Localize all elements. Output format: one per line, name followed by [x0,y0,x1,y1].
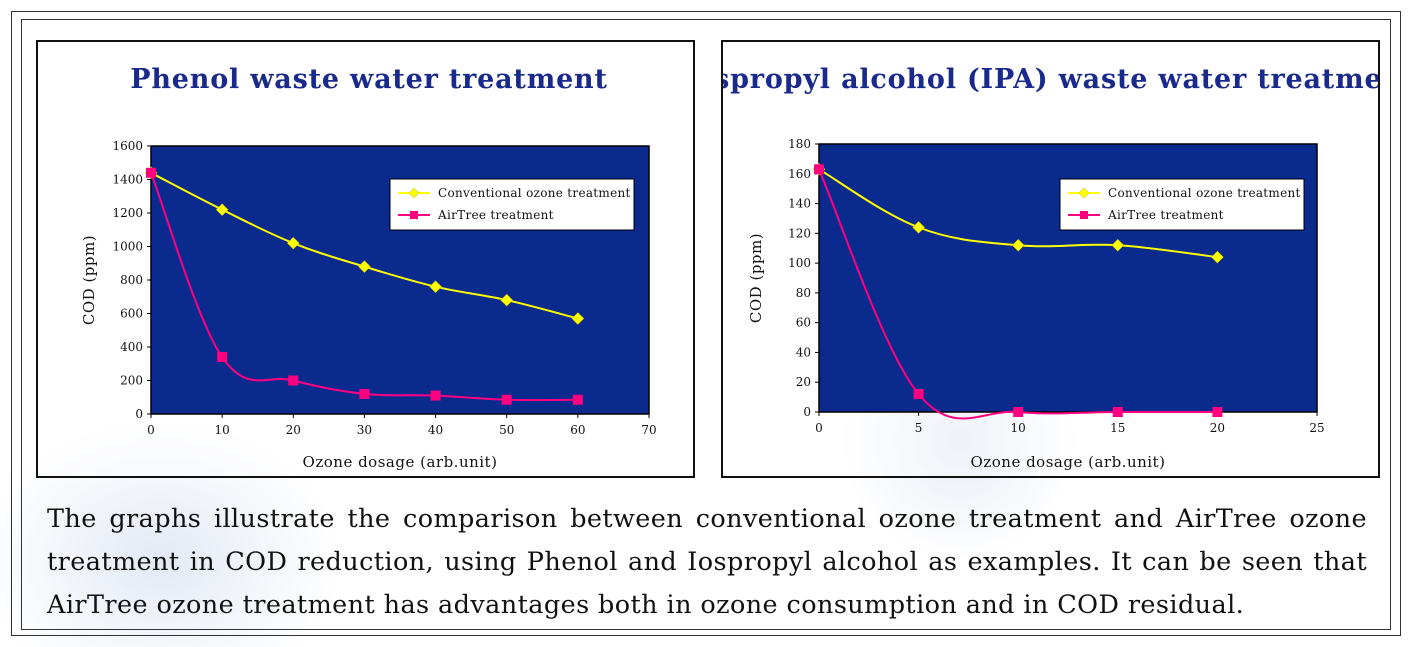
phenol-point-airtree [572,394,583,405]
ipa-point-conventional [1011,238,1025,252]
phenol-point-airtree [217,352,228,363]
phenol-point-airtree [288,375,299,386]
x-tick-label: 50 [499,423,514,437]
ipa-series-line-airtree [818,168,1218,420]
phenol-point-airtree [501,394,512,405]
caption-text: The graphs illustrate the comparison bet… [47,504,1367,620]
inner-frame [21,19,1391,630]
phenol-point-airtree [430,390,441,401]
phenol-point-conventional [215,203,229,217]
y-tick-label: 0 [135,407,143,421]
x-tick-label: 20 [1210,421,1225,435]
y-tick-label: 140 [788,197,811,211]
x-tick-label: 25 [1309,421,1324,435]
x-axis-label: Ozone dosage (arb.unit) [303,453,498,471]
ipa-point-conventional [912,221,925,234]
x-axis-label: Ozone dosage (arb.unit) [971,453,1166,471]
ipa-point-airtree [814,164,824,175]
phenol-point-conventional [358,260,371,273]
ipa-chart: Iospropyl alcohol (IPA) waste water trea… [723,64,1378,471]
ipa-point-airtree [913,389,924,400]
phenol-point-airtree [359,388,370,399]
x-tick-label: 30 [357,423,372,437]
y-tick-label: 1200 [112,206,143,220]
x-tick-label: 40 [428,423,443,437]
legend-marker-diamond [1078,187,1090,199]
y-tick-label: 400 [120,340,143,354]
phenol-chart-panel: Phenol waste water treatment 0 200 400 600 80… [36,40,695,478]
y-tick-label: 120 [788,226,811,240]
y-tick-label: 180 [788,137,811,151]
ipa-point-airtree [1013,407,1024,417]
ipa-chart-panel: Iospropyl alcohol (IPA) waste water trea… [721,40,1380,478]
phenol-point-conventional [500,293,514,307]
chart-title: Phenol waste water treatment [130,64,608,95]
y-tick-label: 160 [788,167,811,181]
y-tick-label: 1400 [112,173,143,187]
phenol-chart: Phenol waste water treatment020040060080… [80,64,657,471]
y-tick-label: 1000 [112,240,143,254]
x-tick-label: 70 [641,423,656,437]
y-tick-label: 60 [796,316,811,330]
y-axis-label: COD (ppm) [747,233,765,323]
chart-title: Iospropyl alcohol (IPA) waste water trea… [723,64,1378,95]
y-tick-label: 20 [796,375,811,389]
y-axis-label: COD (ppm) [80,235,98,325]
outer-frame [11,11,1401,636]
phenol-point-conventional [429,280,442,294]
y-tick-label: 200 [120,374,143,388]
legend-marker-diamond [408,187,420,199]
legend-label-airtree: AirTree treatment [437,208,554,222]
y-tick-label: 0 [803,405,811,419]
x-tick-label: 10 [1011,421,1026,435]
y-tick-label: 800 [120,273,143,287]
y-tick-label: 100 [788,256,811,270]
ipa-point-conventional [1211,250,1224,264]
x-tick-label: 0 [147,423,155,437]
legend-label-conventional: Conventional ozone treatment [438,186,631,200]
x-tick-label: 60 [570,423,585,437]
y-tick-label: 40 [796,345,811,359]
y-tick-label: 1600 [112,139,143,153]
phenol-point-conventional [571,312,585,325]
legend-box [389,178,635,231]
legend-marker-square [410,211,418,219]
legend-label-conventional: Conventional ozone treatment [1108,186,1301,200]
y-tick-label: 80 [796,286,811,300]
phenol-point-conventional [286,236,300,250]
ipa-point-airtree [1212,407,1223,417]
legend-label-airtree: AirTree treatment [1107,208,1224,222]
x-tick-label: 20 [286,423,301,437]
ipa-point-conventional [1111,238,1125,252]
legend-marker-square [1080,211,1088,219]
x-tick-label: 10 [215,423,230,437]
legend-box [1059,178,1305,231]
x-tick-label: 0 [815,421,823,435]
x-tick-label: 5 [915,421,923,435]
ipa-point-airtree [1112,407,1123,417]
x-tick-label: 15 [1110,421,1125,435]
phenol-point-airtree [146,167,156,178]
y-tick-label: 600 [120,307,143,321]
